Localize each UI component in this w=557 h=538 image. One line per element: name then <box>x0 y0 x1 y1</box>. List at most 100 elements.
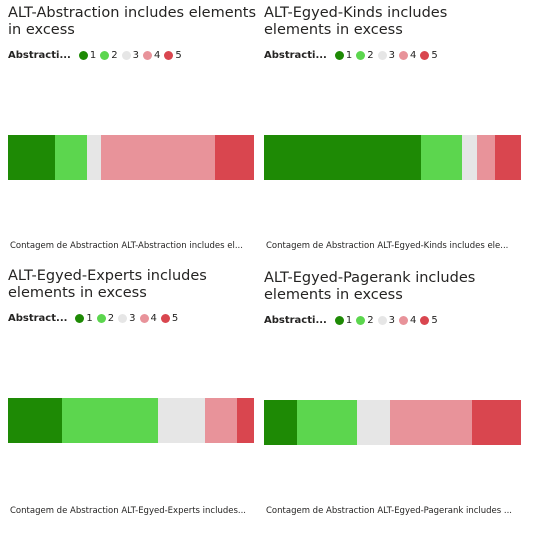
legend-dot-2 <box>96 314 106 323</box>
legend-dot-4 <box>139 314 149 323</box>
legend-dot-3 <box>377 316 387 325</box>
legend-item-4[interactable]: 4 <box>142 50 161 61</box>
legend-title: Abstracti... <box>264 50 327 61</box>
legend-label: 4 <box>409 315 417 326</box>
legend-dot-5 <box>420 316 430 325</box>
bar-segment-1[interactable] <box>264 400 298 445</box>
stacked-bar <box>8 398 254 443</box>
bar-segment-5[interactable] <box>214 135 254 180</box>
bar-segment-4[interactable] <box>101 135 215 180</box>
legend-label: 2 <box>107 313 115 324</box>
bar-segment-1[interactable] <box>8 135 55 180</box>
legend-dot-5 <box>164 51 174 60</box>
legend-label: 4 <box>409 50 417 61</box>
legend-item-3[interactable]: 3 <box>377 315 395 326</box>
legend-label: 4 <box>150 313 157 324</box>
legend-title: Abstracti... <box>264 315 327 326</box>
bar-segment-4[interactable] <box>389 400 473 445</box>
chart-title: ALT-Egyed-Experts includes elements in e… <box>8 268 207 301</box>
legend-item-4[interactable]: 4 <box>398 315 417 326</box>
legend-label: 1 <box>89 50 97 61</box>
chart-panel-egyed-kinds: ALT-Egyed-Kinds includes elements in exc… <box>264 5 524 260</box>
legend-item-4[interactable]: 4 <box>139 313 157 324</box>
bar-segment-2[interactable] <box>54 135 87 180</box>
chart-legend: Abstract... 1 2 3 4 5 <box>8 313 182 324</box>
legend-item-1[interactable]: 1 <box>334 315 353 326</box>
legend-item-2[interactable]: 2 <box>356 50 374 61</box>
legend-label: 2 <box>367 50 374 61</box>
bar-segment-3[interactable] <box>356 400 390 445</box>
legend-label: 5 <box>431 50 438 61</box>
legend-dot-1 <box>75 314 85 323</box>
chart-title: ALT-Abstraction includes elements in exc… <box>8 5 257 38</box>
legend-dot-1 <box>334 316 344 325</box>
chart-title: ALT-Egyed-Kinds includes elements in exc… <box>264 5 448 38</box>
legend-dot-2 <box>356 51 366 60</box>
legend-label: 2 <box>111 50 118 61</box>
legend-dot-1 <box>78 51 88 60</box>
legend-item-3[interactable]: 3 <box>118 313 136 324</box>
legend-label: 4 <box>153 50 161 61</box>
bar-segment-3[interactable] <box>461 135 478 180</box>
bar-segment-4[interactable] <box>204 398 237 443</box>
legend-label: 1 <box>345 315 353 326</box>
bar-segment-3[interactable] <box>86 135 102 180</box>
legend-item-5[interactable]: 5 <box>160 313 179 324</box>
bar-segment-5[interactable] <box>495 135 521 180</box>
axis-caption: Contagem de Abstraction ALT-Abstraction … <box>10 241 243 251</box>
legend-dot-4 <box>398 316 408 325</box>
legend-item-3[interactable]: 3 <box>121 50 139 61</box>
legend-label: 5 <box>175 50 182 61</box>
chart-title: ALT-Egyed-Pagerank includes elements in … <box>264 270 476 303</box>
axis-caption: Contagem de Abstraction ALT-Egyed-Expert… <box>10 506 246 516</box>
legend-label: 3 <box>388 315 395 326</box>
legend-item-1[interactable]: 1 <box>75 313 93 324</box>
stacked-bar <box>264 400 521 445</box>
bar-segment-2[interactable] <box>62 398 159 443</box>
legend-item-1[interactable]: 1 <box>334 50 353 61</box>
legend-item-1[interactable]: 1 <box>78 50 97 61</box>
chart-legend: Abstracti... 1 2 3 4 5 <box>264 315 442 326</box>
chart-legend: Abstracti... 1 2 3 4 5 <box>8 50 186 61</box>
legend-item-3[interactable]: 3 <box>377 50 395 61</box>
bar-segment-2[interactable] <box>297 400 357 445</box>
legend-label: 3 <box>132 50 139 61</box>
axis-caption: Contagem de Abstraction ALT-Egyed-Kinds … <box>266 241 509 251</box>
legend-label: 2 <box>367 315 374 326</box>
chart-legend: Abstracti... 1 2 3 4 5 <box>264 50 442 61</box>
stacked-bar <box>264 135 521 180</box>
bar-segment-5[interactable] <box>236 398 254 443</box>
legend-title: Abstract... <box>8 313 68 324</box>
bar-segment-5[interactable] <box>472 400 521 445</box>
legend-label: 3 <box>388 50 395 61</box>
legend-item-2[interactable]: 2 <box>100 50 118 61</box>
chart-panel-egyed-pagerank: ALT-Egyed-Pagerank includes elements in … <box>264 270 524 525</box>
legend-label: 1 <box>345 50 353 61</box>
bar-segment-2[interactable] <box>420 135 462 180</box>
legend-dot-5 <box>420 51 430 60</box>
legend-label: 5 <box>171 313 179 324</box>
legend-item-2[interactable]: 2 <box>96 313 115 324</box>
bar-segment-4[interactable] <box>477 135 496 180</box>
legend-item-4[interactable]: 4 <box>398 50 417 61</box>
legend-dot-4 <box>398 51 408 60</box>
legend-label: 5 <box>431 315 438 326</box>
legend-title: Abstracti... <box>8 50 71 61</box>
legend-item-2[interactable]: 2 <box>356 315 374 326</box>
legend-dot-4 <box>142 51 152 60</box>
legend-dot-3 <box>377 51 387 60</box>
legend-item-5[interactable]: 5 <box>420 315 438 326</box>
legend-dot-2 <box>356 316 366 325</box>
bar-segment-1[interactable] <box>264 135 421 180</box>
bar-segment-3[interactable] <box>158 398 205 443</box>
legend-label: 3 <box>129 313 136 324</box>
legend-label: 1 <box>86 313 93 324</box>
legend-dot-2 <box>100 51 110 60</box>
bar-segment-1[interactable] <box>8 398 63 443</box>
legend-item-5[interactable]: 5 <box>164 50 182 61</box>
legend-dot-3 <box>118 314 128 323</box>
legend-dot-3 <box>121 51 131 60</box>
chart-panel-egyed-experts: ALT-Egyed-Experts includes elements in e… <box>8 268 258 523</box>
chart-panel-abstraction: ALT-Abstraction includes elements in exc… <box>8 5 258 260</box>
legend-item-5[interactable]: 5 <box>420 50 438 61</box>
